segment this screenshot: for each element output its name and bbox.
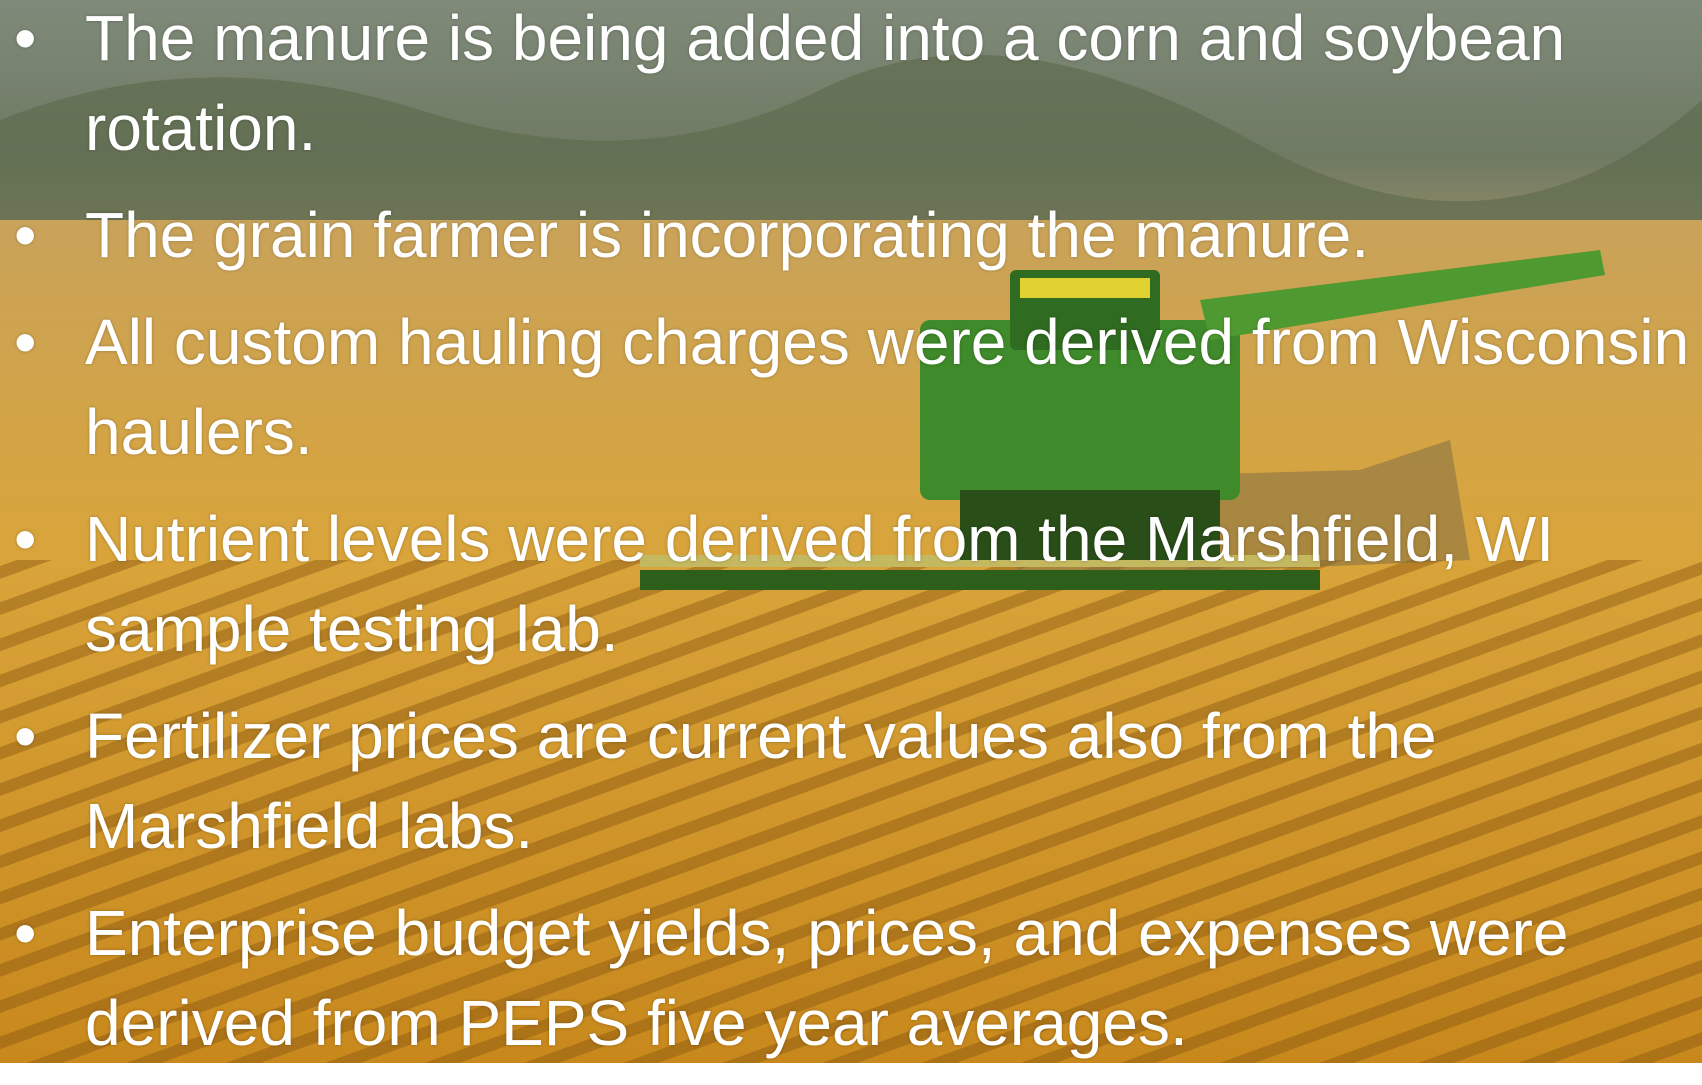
bullet-text: Enterprise budget yields, prices, and ex… <box>85 897 1569 1059</box>
bullet-item: • Fertilizer prices are current values al… <box>0 691 1697 871</box>
bullet-text: The manure is being added into a corn an… <box>85 2 1565 164</box>
bullet-item: • The grain farmer is incorporating the m… <box>0 190 1697 280</box>
bullet-dot: • <box>14 691 36 781</box>
bullet-text: The grain farmer is incorporating the ma… <box>85 199 1369 271</box>
bullet-list: • The manure is being added into a corn a… <box>0 0 1702 1085</box>
bullet-text: All custom hauling charges were derived … <box>85 306 1689 468</box>
bullet-dot: • <box>14 0 36 83</box>
bullet-item: • Enterprise budget yields, prices, and e… <box>0 888 1697 1068</box>
bullet-item: • All custom hauling charges were derived… <box>0 297 1697 477</box>
bullet-item: • Nutrient levels were derived from the M… <box>0 494 1697 674</box>
bullet-dot: • <box>14 494 36 584</box>
bullet-dot: • <box>14 888 36 978</box>
bullet-dot: • <box>14 190 36 280</box>
bullet-dot: • <box>14 297 36 387</box>
bullet-item: • The manure is being added into a corn a… <box>0 0 1697 173</box>
slide: • The manure is being added into a corn a… <box>0 0 1702 1063</box>
bullet-text: Nutrient levels were derived from the Ma… <box>85 503 1554 665</box>
bullet-text: Fertilizer prices are current values als… <box>85 700 1437 862</box>
